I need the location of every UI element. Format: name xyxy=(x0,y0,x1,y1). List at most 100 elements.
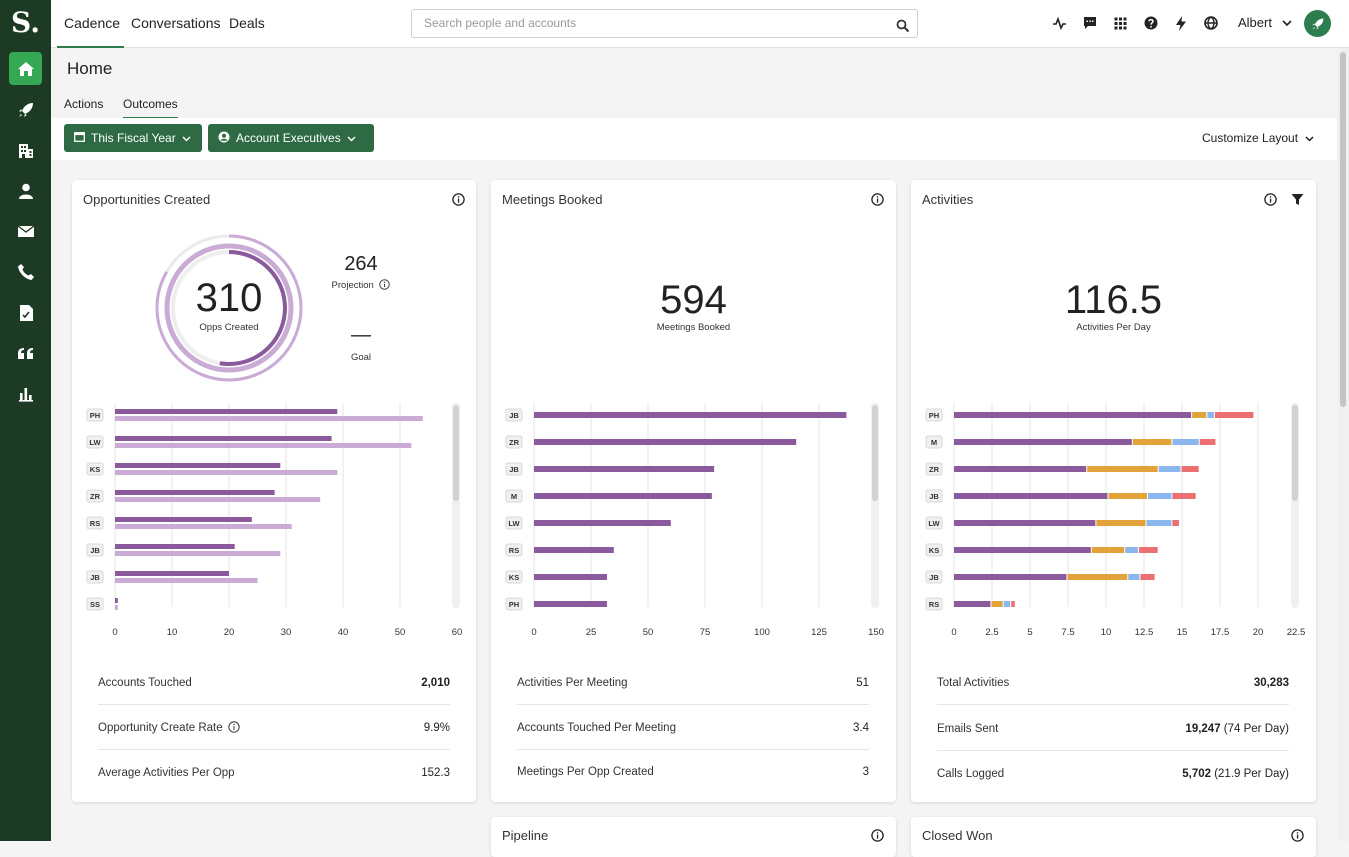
stat-row: Emails Sent 19,247 (74 Per Day) xyxy=(937,707,1289,751)
x-tick-label: 0 xyxy=(951,627,956,638)
user-menu[interactable]: Albert xyxy=(1238,0,1292,46)
chart-scroll-thumb xyxy=(1292,405,1298,501)
bar-opps-created xyxy=(115,598,118,603)
sidebar-home-icon[interactable] xyxy=(9,52,42,85)
bar-activity-segment xyxy=(1087,466,1158,472)
info-icon[interactable] xyxy=(871,829,884,842)
x-tick-label: 40 xyxy=(338,627,349,638)
bar-activity-segment xyxy=(1128,574,1140,580)
bar-activity-segment xyxy=(1146,520,1172,526)
bar-activity-segment xyxy=(954,601,991,607)
goal-label: Goal xyxy=(350,352,372,363)
activity-pulse-icon[interactable] xyxy=(1051,15,1067,31)
rep-initials-label: LW xyxy=(89,438,101,447)
apps-grid-icon[interactable] xyxy=(1112,15,1128,31)
stat-row: Accounts Touched Per Meeting 3.4 xyxy=(517,706,869,750)
rep-badge xyxy=(86,408,104,422)
stat-value: 5,702 xyxy=(1182,768,1212,780)
x-tick-label: 50 xyxy=(643,627,654,638)
info-icon[interactable] xyxy=(379,279,391,290)
page-scrollbar[interactable] xyxy=(1337,48,1349,841)
sidebar-people-icon[interactable] xyxy=(9,174,42,207)
nav-tab-conversations[interactable]: Conversations xyxy=(131,15,221,31)
bar-activity-segment xyxy=(1172,439,1199,445)
x-tick-label: 12.5 xyxy=(1135,627,1154,638)
rep-initials-label: KS xyxy=(90,465,100,474)
rep-badge xyxy=(925,543,943,557)
rep-badge xyxy=(505,462,523,476)
chevron-down-icon xyxy=(347,131,356,145)
nav-tab-cadence[interactable]: Cadence xyxy=(57,0,124,48)
rep-badge xyxy=(505,597,523,611)
help-icon[interactable] xyxy=(1143,15,1159,31)
bar-activity-segment xyxy=(1108,493,1148,499)
chevron-down-icon xyxy=(1282,15,1292,30)
sidebar-phone-icon[interactable] xyxy=(9,255,42,288)
x-tick-label: 150 xyxy=(868,627,884,638)
rep-badge xyxy=(86,462,104,476)
search-icon[interactable] xyxy=(896,16,910,43)
card-title: Activities xyxy=(922,192,974,207)
rep-badge xyxy=(86,543,104,557)
app-logo[interactable]: S. xyxy=(11,6,40,39)
bar-activity-segment xyxy=(1148,493,1172,499)
card-title: Closed Won xyxy=(922,828,993,843)
rep-initials-label: LW xyxy=(508,519,520,528)
customize-layout-button[interactable]: Customize Layout xyxy=(1202,131,1314,145)
stat-extra: (74 Per Day) xyxy=(1220,722,1289,735)
sidebar-document-icon[interactable] xyxy=(9,296,42,329)
avatar[interactable] xyxy=(1304,10,1331,37)
opps-created-value: 310 xyxy=(195,276,263,320)
period-filter-label: This Fiscal Year xyxy=(91,131,176,145)
sidebar-email-icon[interactable] xyxy=(9,214,42,247)
rep-initials-label: ZR xyxy=(509,438,520,447)
stat-label-with-info: Opportunity Create Rate xyxy=(98,721,240,734)
bar-opps-created xyxy=(115,571,229,576)
rep-initials-label: LW xyxy=(928,519,940,528)
info-icon[interactable] xyxy=(871,193,884,206)
team-filter-button[interactable]: Account Executives xyxy=(208,124,374,152)
period-filter-button[interactable]: This Fiscal Year xyxy=(64,124,202,152)
rep-initials-label: JB xyxy=(90,573,100,582)
sidebar-accounts-icon[interactable] xyxy=(9,134,42,167)
bar-meetings xyxy=(534,574,607,580)
search-input[interactable]: Search people and accounts xyxy=(411,9,918,38)
rep-initials-label: SS xyxy=(90,600,100,609)
bar-activity-segment xyxy=(1192,412,1207,418)
bar-meetings xyxy=(534,412,847,418)
x-tick-label: 75 xyxy=(700,627,711,638)
sidebar-rocket-icon[interactable] xyxy=(9,93,42,126)
customize-layout-label: Customize Layout xyxy=(1202,131,1299,145)
x-tick-label: 0 xyxy=(531,627,536,638)
info-icon[interactable] xyxy=(1291,829,1304,842)
rep-badge xyxy=(86,489,104,503)
x-tick-label: 2.5 xyxy=(985,627,998,638)
info-icon[interactable] xyxy=(452,193,465,206)
scrollbar-thumb[interactable] xyxy=(1340,52,1346,407)
rep-initials-label: JB xyxy=(929,573,939,582)
x-tick-label: 20 xyxy=(1253,627,1264,638)
card-title: Meetings Booked xyxy=(502,192,603,207)
rep-badge xyxy=(505,543,523,557)
x-tick-label: 60 xyxy=(452,627,463,638)
lightning-icon[interactable] xyxy=(1173,15,1189,31)
sidebar-quote-icon[interactable] xyxy=(9,336,42,369)
globe-icon[interactable] xyxy=(1203,15,1219,31)
sidebar-analytics-icon[interactable] xyxy=(9,377,42,410)
pipeline-card: Pipeline xyxy=(491,817,896,857)
nav-tab-deals[interactable]: Deals xyxy=(229,15,265,31)
info-icon[interactable] xyxy=(227,721,240,733)
search-placeholder: Search people and accounts xyxy=(424,16,577,30)
stat-row: Activities Per Meeting 51 xyxy=(517,661,869,705)
filter-icon[interactable] xyxy=(1291,193,1304,206)
x-tick-label: 17.5 xyxy=(1211,627,1230,638)
x-tick-label: 125 xyxy=(811,627,827,638)
bar-activity-segment xyxy=(991,601,1003,607)
bar-opps-created xyxy=(115,544,235,549)
bar-activity-segment xyxy=(1199,439,1216,445)
chat-icon[interactable] xyxy=(1082,15,1098,31)
info-icon[interactable] xyxy=(1264,193,1277,206)
tab-outcomes[interactable]: Outcomes xyxy=(123,97,178,119)
tab-actions[interactable]: Actions xyxy=(64,97,104,111)
closed-won-card: Closed Won xyxy=(911,817,1316,857)
